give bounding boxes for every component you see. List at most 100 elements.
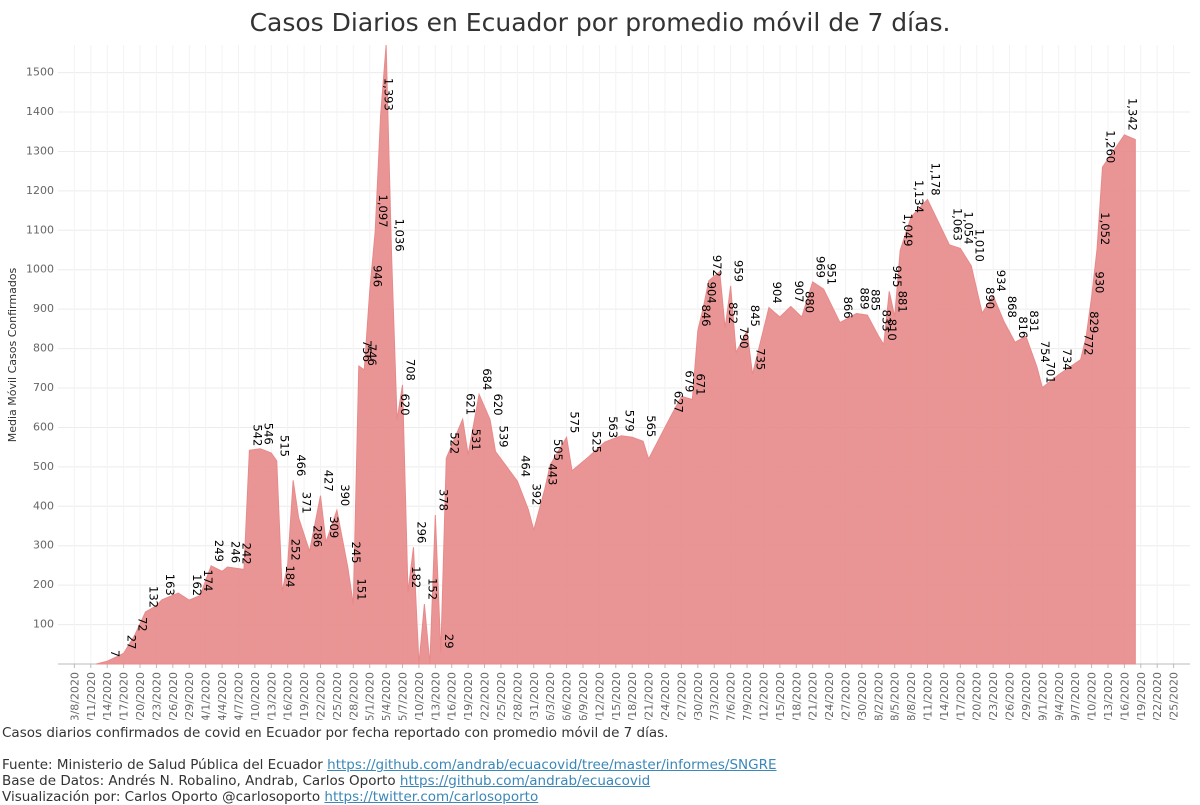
y-tick-label: 500 <box>33 460 54 473</box>
x-tick-label: 6/15/2020 <box>610 672 623 720</box>
x-tick-label: 3/29/2020 <box>183 672 196 720</box>
data-label: 772 <box>1082 334 1096 356</box>
x-tick-label: 4/19/2020 <box>298 672 311 720</box>
data-label: 464 <box>518 455 532 477</box>
x-tick-label: 9/1/2020 <box>1036 672 1049 720</box>
x-tick-label: 5/22/2020 <box>479 672 492 720</box>
data-label: 1,393 <box>382 78 396 111</box>
chart-title: Casos Diarios en Ecuador por promedio mó… <box>250 8 951 37</box>
x-tick-label: 9/25/2020 <box>1168 672 1181 720</box>
data-label: 7 <box>108 650 122 657</box>
x-tick-label: 6/24/2020 <box>659 672 672 720</box>
data-label: 163 <box>163 574 177 596</box>
data-label: 29 <box>442 634 456 649</box>
data-label: 1,134 <box>912 180 926 213</box>
x-tick-label: 9/10/2020 <box>1086 672 1099 720</box>
data-label: 1,097 <box>376 195 390 228</box>
x-tick-label: 4/22/2020 <box>314 672 327 720</box>
x-tick-label: 5/28/2020 <box>511 672 524 720</box>
data-label: 427 <box>321 470 335 492</box>
data-label: 627 <box>671 391 685 413</box>
x-tick-label: 6/12/2020 <box>593 672 606 720</box>
data-label: 846 <box>699 304 713 326</box>
data-label: 701 <box>1043 362 1057 384</box>
area <box>96 44 1136 665</box>
data-label: 831 <box>1027 310 1041 332</box>
x-tick-label: 3/14/2020 <box>101 672 114 720</box>
data-label: 378 <box>436 489 450 511</box>
data-label: 392 <box>529 483 543 505</box>
x-tick-label: 3/11/2020 <box>85 672 98 720</box>
x-tick-label: 3/20/2020 <box>134 672 147 720</box>
data-label: 904 <box>770 282 784 304</box>
x-tick-label: 8/8/2020 <box>905 672 918 720</box>
x-tick-label: 8/20/2020 <box>971 672 984 720</box>
y-tick-label: 900 <box>33 302 54 315</box>
x-tick-label: 6/27/2020 <box>675 672 688 720</box>
data-label: 708 <box>404 359 418 381</box>
footer-line: Fuente: Ministerio de Salud Pública del … <box>2 757 777 773</box>
data-label: 505 <box>551 439 565 461</box>
data-label: 684 <box>480 368 494 390</box>
x-tick-label: 7/18/2020 <box>790 672 803 720</box>
data-label: 531 <box>469 429 483 451</box>
y-tick-label: 300 <box>33 539 54 552</box>
y-tick-label: 1200 <box>26 184 54 197</box>
x-tick-label: 9/16/2020 <box>1118 672 1131 720</box>
chart: Casos Diarios en Ecuador por promedio mó… <box>6 8 1190 720</box>
footer-line: Visualización por: Carlos Oporto @carlos… <box>2 789 538 805</box>
data-label: 679 <box>682 370 696 392</box>
data-label: 746 <box>365 344 379 366</box>
footer-link[interactable]: https://github.com/andrab/ecuacovid/tree… <box>327 757 777 773</box>
footer-link[interactable]: https://twitter.com/carlosoporto <box>324 789 539 805</box>
data-label: 132 <box>146 586 160 608</box>
data-label: 930 <box>1093 271 1107 293</box>
x-tick-label: 4/10/2020 <box>249 672 262 720</box>
x-tick-label: 4/13/2020 <box>265 672 278 720</box>
data-label: 246 <box>229 541 243 563</box>
data-label: 151 <box>354 579 368 601</box>
y-tick-label: 1300 <box>26 144 54 157</box>
data-label: 934 <box>994 270 1008 292</box>
data-label: 371 <box>300 492 314 514</box>
data-label: 969 <box>814 256 828 278</box>
data-label: 252 <box>289 539 303 561</box>
x-tick-label: 5/13/2020 <box>429 672 442 720</box>
y-tick-label: 1400 <box>26 105 54 118</box>
x-tick-label: 9/7/2020 <box>1069 672 1082 720</box>
data-label: 182 <box>409 566 423 588</box>
data-label: 27 <box>125 635 139 650</box>
data-label: 184 <box>283 566 297 588</box>
x-tick-label: 5/1/2020 <box>364 672 377 720</box>
data-label: 249 <box>212 540 226 562</box>
data-label: 790 <box>737 327 751 349</box>
y-tick-label: 600 <box>33 420 54 433</box>
x-tick-label: 9/13/2020 <box>1102 672 1115 720</box>
x-tick-label: 9/22/2020 <box>1151 672 1164 720</box>
data-label: 245 <box>349 541 363 563</box>
x-tick-label: 8/2/2020 <box>872 672 885 720</box>
y-tick-label: 100 <box>33 618 54 631</box>
caption: Casos diarios confirmados de covid en Ec… <box>2 725 669 741</box>
data-label: 242 <box>239 543 253 565</box>
data-label: 945 <box>890 265 904 287</box>
data-label: 522 <box>447 432 461 454</box>
x-tick-label: 6/21/2020 <box>643 672 656 720</box>
data-label: 525 <box>589 431 603 453</box>
data-label: 754 <box>1038 341 1052 363</box>
x-tick-label: 3/26/2020 <box>167 672 180 720</box>
x-tick-label: 8/29/2020 <box>1020 672 1033 720</box>
data-label: 816 <box>1016 316 1030 338</box>
x-tick-label: 4/28/2020 <box>347 672 360 720</box>
data-label: 1,052 <box>1098 212 1112 245</box>
x-tick-label: 4/25/2020 <box>331 672 344 720</box>
x-tick-label: 8/5/2020 <box>889 672 902 720</box>
x-tick-label: 9/19/2020 <box>1135 672 1148 720</box>
footer-link[interactable]: https://github.com/andrab/ecuacovid <box>399 773 651 789</box>
y-axis-label: Media Móvil Casos Confirmados <box>6 267 19 442</box>
x-tick-label: 5/16/2020 <box>446 672 459 720</box>
data-label: 734 <box>1060 349 1074 371</box>
data-label: 621 <box>464 393 478 415</box>
x-tick-label: 5/31/2020 <box>528 672 541 720</box>
